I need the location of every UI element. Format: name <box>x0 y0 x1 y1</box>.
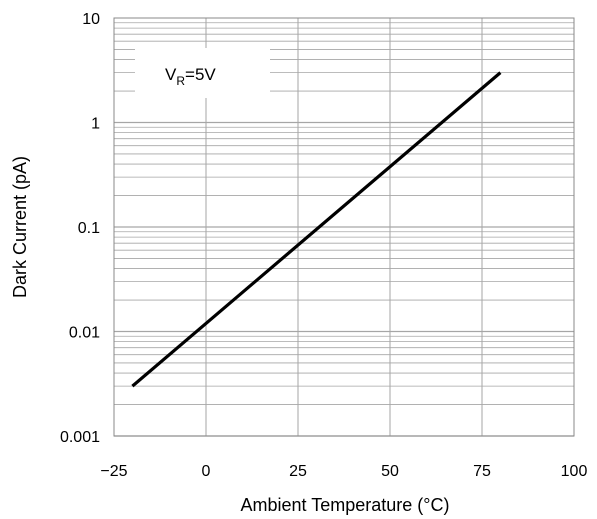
y-tick-label: 10 <box>82 11 100 28</box>
grid-lines <box>113 18 575 437</box>
x-tick-label: 25 <box>289 463 307 480</box>
annotation-text: VR=5V <box>165 65 216 88</box>
x-tick-label: 50 <box>381 463 399 480</box>
x-axis-label: Ambient Temperature (°C) <box>241 495 450 515</box>
annotation-main: V <box>165 65 177 84</box>
x-tick-label: 100 <box>561 463 588 480</box>
y-tick-labels: 0.001 0.01 0.1 1 10 <box>60 11 100 446</box>
annotation-rest: =5V <box>185 65 216 84</box>
plot-frame <box>113 17 575 437</box>
series-line <box>131 71 502 388</box>
annotation-sub: R <box>176 74 185 88</box>
x-tick-label: 75 <box>473 463 491 480</box>
y-axis-label: Dark Current (pA) <box>10 156 30 298</box>
y-tick-label: 0.001 <box>60 429 100 446</box>
x-tick-label: −25 <box>100 463 127 480</box>
y-tick-label: 0.01 <box>69 325 100 342</box>
annotation-box: VR=5V <box>135 48 270 98</box>
y-tick-label: 0.1 <box>78 220 100 237</box>
x-tick-labels: −25 0 25 50 75 100 <box>100 463 587 480</box>
x-tick-label: 0 <box>202 463 211 480</box>
y-tick-label: 1 <box>91 116 100 133</box>
data-series <box>131 71 502 388</box>
